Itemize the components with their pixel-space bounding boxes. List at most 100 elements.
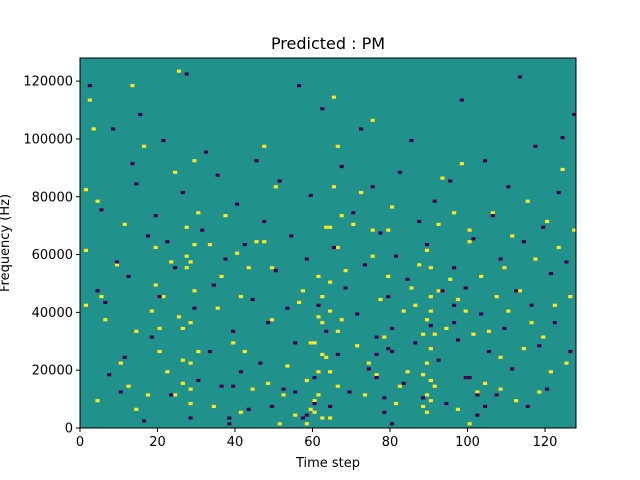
heatmap-cell-low bbox=[227, 416, 232, 420]
heatmap-cell-high bbox=[238, 410, 244, 414]
heatmap-cell-low bbox=[548, 271, 554, 276]
heatmap-cell-high bbox=[126, 384, 131, 388]
heatmap-cell-high bbox=[188, 401, 193, 406]
heatmap-cell-high bbox=[153, 283, 158, 287]
heatmap-cell-high bbox=[525, 199, 530, 203]
heatmap-cell-low bbox=[227, 422, 232, 426]
heatmap-cell-high bbox=[196, 349, 201, 354]
heatmap-cell-high bbox=[428, 347, 433, 351]
heatmap-cell-high bbox=[475, 390, 480, 394]
y-tick-label: 40000 bbox=[32, 306, 73, 321]
heatmap-cell-high bbox=[173, 170, 178, 174]
heatmap-cell-high bbox=[83, 188, 89, 192]
heatmap-cell-high bbox=[320, 295, 325, 299]
heatmap-cell-high bbox=[273, 185, 278, 189]
heatmap-cell-low bbox=[413, 341, 418, 345]
heatmap-cell-low bbox=[374, 375, 379, 380]
heatmap-cell-low bbox=[180, 190, 185, 195]
heatmap-cell-low bbox=[374, 335, 379, 339]
heatmap-cell-low bbox=[390, 326, 395, 331]
x-tick-label: 100 bbox=[455, 435, 480, 450]
heatmap-cell-low bbox=[359, 127, 364, 131]
heatmap-cell-high bbox=[173, 393, 178, 397]
heatmap-cell-high bbox=[320, 352, 325, 357]
heatmap-cell-high bbox=[312, 410, 317, 414]
heatmap-cell-high bbox=[428, 399, 433, 403]
heatmap-cell-low bbox=[355, 312, 360, 316]
heatmap-cell-high bbox=[382, 335, 387, 339]
heatmap-cell-high bbox=[328, 370, 333, 374]
heatmap-cell-high bbox=[157, 326, 162, 331]
heatmap-cell-low bbox=[556, 190, 561, 195]
heatmap-cell-high bbox=[316, 393, 321, 397]
x-tick-label: 120 bbox=[533, 435, 558, 450]
heatmap-cell-low bbox=[157, 295, 162, 299]
heatmap-cell-low bbox=[130, 162, 135, 166]
heatmap-cell-high bbox=[316, 370, 321, 374]
heatmap-cell-high bbox=[417, 263, 422, 267]
heatmap-cell-low bbox=[165, 240, 170, 244]
heatmap-cell-high bbox=[366, 361, 371, 365]
heatmap-cell-low bbox=[289, 234, 294, 238]
heatmap-cell-high bbox=[331, 185, 337, 189]
heatmap-cell-low bbox=[483, 159, 488, 163]
heatmap-cell-low bbox=[362, 263, 368, 267]
heatmap-cell-low bbox=[351, 211, 356, 215]
heatmap-cell-high bbox=[409, 286, 414, 290]
heatmap-cell-high bbox=[424, 393, 430, 397]
heatmap-cell-low bbox=[308, 193, 313, 198]
heatmap-cell-low bbox=[219, 384, 224, 388]
heatmap-cell-high bbox=[316, 274, 321, 278]
heatmap-cell-low bbox=[455, 338, 461, 342]
heatmap-cell-high bbox=[541, 335, 546, 339]
heatmap-cell-high bbox=[281, 393, 286, 397]
heatmap-cell-high bbox=[83, 303, 89, 307]
heatmap-cell-high bbox=[176, 69, 182, 73]
heatmap-cell-high bbox=[517, 289, 523, 293]
heatmap-cell-high bbox=[180, 358, 185, 362]
heatmap-cell-high bbox=[169, 260, 174, 264]
heatmap-cell-high bbox=[304, 422, 309, 426]
heatmap-cell-high bbox=[328, 416, 333, 420]
x-tick-label: 80 bbox=[382, 435, 399, 450]
heatmap-cell-high bbox=[188, 321, 193, 325]
heatmap-cell-low bbox=[188, 416, 193, 420]
heatmap-cell-high bbox=[498, 355, 503, 359]
heatmap-cell-high bbox=[440, 176, 445, 180]
heatmap-cell-high bbox=[99, 295, 104, 299]
heatmap-cell-low bbox=[382, 410, 387, 414]
heatmap-cell-high bbox=[355, 344, 360, 348]
heatmap-cell-low bbox=[366, 367, 371, 371]
heatmap-cell-high bbox=[486, 329, 492, 333]
heatmap-cell-high bbox=[572, 228, 577, 232]
heatmap-cell-low bbox=[122, 355, 127, 359]
heatmap-cell-high bbox=[223, 214, 228, 218]
plot-area bbox=[79, 57, 577, 429]
heatmap-cell-high bbox=[479, 274, 484, 278]
heatmap-cell-low bbox=[339, 164, 344, 169]
heatmap-cell-high bbox=[529, 321, 534, 325]
heatmap-cell-low bbox=[300, 416, 306, 420]
heatmap-cell-low bbox=[545, 387, 550, 391]
heatmap-cell-high bbox=[308, 407, 313, 411]
heatmap-cell-high bbox=[467, 422, 472, 426]
heatmap-cell-high bbox=[235, 251, 240, 255]
y-tick-label: 60000 bbox=[32, 248, 73, 263]
heatmap-cell-high bbox=[277, 422, 282, 426]
heatmap-cell-low bbox=[452, 266, 457, 270]
heatmap-cell-low bbox=[192, 306, 197, 310]
heatmap-cell-high bbox=[196, 211, 201, 215]
heatmap-cell-high bbox=[421, 404, 426, 409]
heatmap-cell-low bbox=[386, 347, 391, 351]
heatmap-cell-low bbox=[149, 335, 154, 339]
heatmap-cell-high bbox=[339, 318, 344, 322]
heatmap-cell-high bbox=[405, 370, 410, 374]
heatmap-cell-low bbox=[126, 274, 131, 278]
heatmap-cell-high bbox=[390, 205, 395, 209]
heatmap-cell-high bbox=[320, 321, 325, 325]
heatmap-cell-high bbox=[490, 211, 495, 215]
heatmap-cell-low bbox=[254, 159, 259, 163]
heatmap-cell-high bbox=[533, 257, 538, 261]
heatmap-cell-low bbox=[95, 289, 100, 293]
